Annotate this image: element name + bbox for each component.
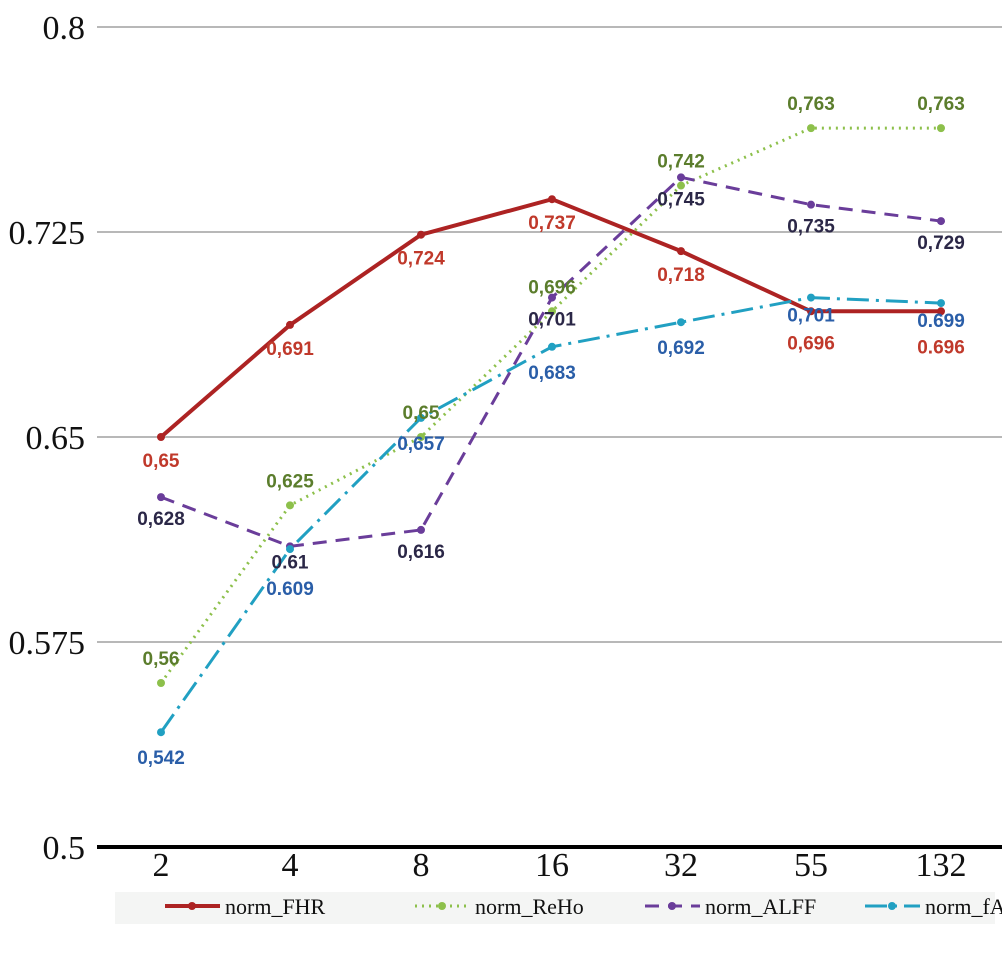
legend-label: norm_ReHo xyxy=(475,894,584,919)
data-label: 0,763 xyxy=(917,94,965,115)
data-label: 0,701 xyxy=(528,310,576,331)
data-label: 0,657 xyxy=(397,434,445,455)
x-tick-label: 4 xyxy=(282,847,299,884)
x-tick-label: 2 xyxy=(153,847,170,884)
data-point xyxy=(286,320,294,329)
legend-marker xyxy=(438,902,446,910)
data-label: 0,696 xyxy=(528,277,576,298)
data-point xyxy=(807,307,815,316)
data-label: 0,763 xyxy=(787,94,835,115)
legend-background xyxy=(115,892,995,924)
x-tick-label: 32 xyxy=(664,847,698,884)
data-point xyxy=(937,124,945,133)
data-point xyxy=(677,318,685,327)
data-point xyxy=(417,413,425,422)
data-label: 0,56 xyxy=(143,649,180,670)
data-label: 0,701 xyxy=(787,306,835,327)
data-point xyxy=(548,195,556,204)
data-point xyxy=(677,173,685,182)
data-label: 0,542 xyxy=(137,748,185,769)
data-label: 0.696 xyxy=(917,337,965,358)
data-point xyxy=(548,293,556,302)
data-label: 0.609 xyxy=(266,579,314,600)
legend-marker xyxy=(188,902,196,910)
data-point xyxy=(286,501,294,510)
data-label: 0,628 xyxy=(137,509,185,530)
data-point xyxy=(937,217,945,226)
legend-label: norm_FHR xyxy=(225,894,326,919)
y-tick-label: 0.8 xyxy=(43,10,86,47)
legend-marker xyxy=(668,902,676,910)
data-point xyxy=(286,545,294,554)
data-label: 0,735 xyxy=(787,217,835,238)
data-label: 0,691 xyxy=(266,339,314,360)
data-label: 0,65 xyxy=(143,451,180,472)
data-label: 0,742 xyxy=(657,152,705,173)
data-label: 0,724 xyxy=(397,249,445,270)
x-tick-label: 55 xyxy=(794,847,828,884)
data-label: 0,616 xyxy=(397,542,445,563)
data-point xyxy=(157,679,165,687)
data-label: 0,696 xyxy=(787,333,835,354)
data-point xyxy=(677,247,685,256)
legend-label: norm_fALFF xyxy=(925,894,1002,919)
x-tick-label: 8 xyxy=(413,847,430,884)
data-point xyxy=(548,307,556,316)
data-point xyxy=(417,433,425,441)
data-point xyxy=(417,230,425,239)
data-point xyxy=(157,728,165,737)
data-point xyxy=(417,525,425,534)
y-tick-label: 0.65 xyxy=(26,420,86,457)
data-label: 0,692 xyxy=(657,338,705,359)
data-label: 0,745 xyxy=(657,189,705,210)
x-tick-label: 16 xyxy=(535,847,569,884)
data-label: 0.61 xyxy=(272,552,309,573)
data-label: 0,737 xyxy=(528,213,576,234)
data-label: 0,729 xyxy=(917,233,965,254)
data-point xyxy=(937,307,945,316)
y-tick-label: 0.575 xyxy=(9,625,86,662)
data-point xyxy=(807,200,815,209)
data-point xyxy=(157,433,165,441)
y-tick-label: 0.725 xyxy=(9,215,86,252)
data-point xyxy=(937,299,945,308)
y-tick-label: 0.5 xyxy=(43,830,86,867)
data-label: 0,718 xyxy=(657,265,705,286)
data-label: 0,625 xyxy=(266,471,314,492)
data-point xyxy=(807,124,815,133)
data-label: 0,65 xyxy=(403,403,440,424)
x-tick-label: 132 xyxy=(916,847,967,884)
data-point xyxy=(157,493,165,502)
data-label: 0,683 xyxy=(528,363,576,384)
legend-label: norm_ALFF xyxy=(705,894,816,919)
data-point xyxy=(807,293,815,302)
data-point xyxy=(548,342,556,351)
legend-marker xyxy=(888,902,896,910)
data-point xyxy=(677,181,685,190)
data-label: 0.699 xyxy=(917,311,965,332)
